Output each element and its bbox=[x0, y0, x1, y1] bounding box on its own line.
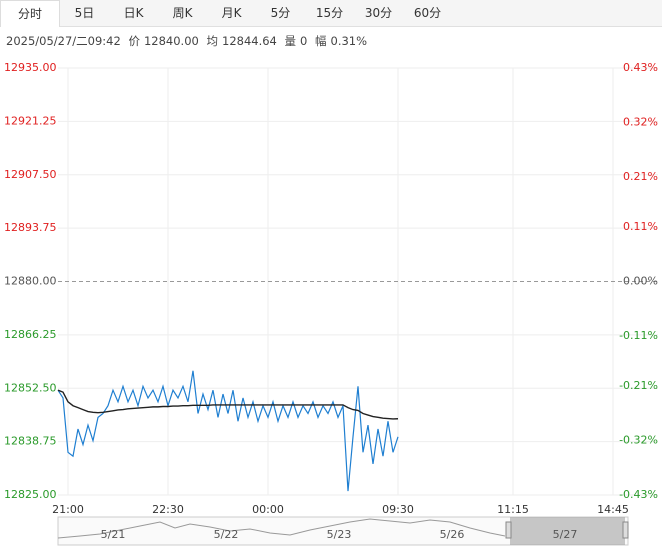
navigator-label: 5/27 bbox=[553, 528, 578, 541]
y-tick-label: 12825.00 bbox=[4, 488, 57, 501]
datetime: 2025/05/27/二09:42 bbox=[6, 34, 121, 48]
x-tick-label: 14:45 bbox=[597, 503, 629, 516]
brush-handle[interactable] bbox=[622, 521, 629, 539]
y2-tick-label: -0.32% bbox=[619, 433, 658, 446]
y2-tick-label: 0.43% bbox=[623, 61, 658, 74]
y-tick-label: 12866.25 bbox=[4, 328, 57, 341]
vol-label: 量 bbox=[284, 34, 297, 48]
y2-tick-label: 0.11% bbox=[623, 220, 658, 233]
navigator-brush[interactable] bbox=[510, 517, 625, 545]
tab[interactable]: 分时 bbox=[0, 0, 60, 27]
vol: 0 bbox=[300, 34, 308, 48]
y-tick-label: 12921.25 bbox=[4, 114, 57, 127]
y-tick-label: 12935.00 bbox=[4, 61, 57, 74]
tab[interactable]: 5日 bbox=[74, 6, 95, 20]
x-tick-label: 09:30 bbox=[382, 503, 414, 516]
x-tick-label: 21:00 bbox=[52, 503, 84, 516]
y2-tick-label: -0.21% bbox=[619, 379, 658, 392]
tab[interactable]: 周K bbox=[172, 6, 193, 20]
navigator-line bbox=[57, 518, 506, 539]
y-tick-label: 12852.50 bbox=[4, 381, 57, 394]
tab[interactable]: 15分 bbox=[315, 6, 344, 20]
tab[interactable]: 60分 bbox=[413, 6, 442, 20]
amp-label: 幅 bbox=[315, 34, 327, 48]
series-line bbox=[57, 370, 399, 492]
x-tick-label: 00:00 bbox=[252, 503, 284, 516]
y-tick-label: 12838.75 bbox=[4, 435, 57, 448]
x-tick-label: 22:30 bbox=[152, 503, 184, 516]
brush-handle[interactable] bbox=[505, 521, 512, 539]
y-tick-label: 12880.00 bbox=[4, 275, 57, 288]
y-tick-label: 12893.75 bbox=[4, 221, 57, 234]
navigator-label: 5/26 bbox=[440, 528, 465, 541]
y-tick-label: 12907.50 bbox=[4, 168, 57, 181]
price-label: 价 bbox=[128, 34, 140, 48]
navigator-label: 5/21 bbox=[101, 528, 126, 541]
avg-label: 均 bbox=[206, 34, 219, 48]
tab[interactable]: 30分 bbox=[364, 6, 393, 20]
tab-bar: 分时 5日 日K 周K 月K 5分 15分 30分 60分 bbox=[0, 0, 662, 27]
tab[interactable]: 月K bbox=[221, 6, 242, 20]
y2-tick-label: 0.32% bbox=[623, 116, 658, 129]
navigator-label: 5/23 bbox=[327, 528, 352, 541]
y2-tick-label: 0.21% bbox=[623, 170, 658, 183]
amp: 0.31% bbox=[330, 34, 368, 48]
navigator-label: 5/22 bbox=[214, 528, 239, 541]
y2-tick-label: -0.11% bbox=[619, 329, 658, 342]
series-line bbox=[57, 389, 399, 420]
tab[interactable]: 5分 bbox=[270, 6, 291, 20]
tab[interactable]: 日K bbox=[123, 6, 144, 20]
avg: 12844.64 bbox=[222, 34, 277, 48]
y2-tick-label: 0.00% bbox=[623, 275, 658, 288]
price: 12840.00 bbox=[143, 34, 199, 48]
y2-tick-label: -0.43% bbox=[619, 488, 658, 501]
x-tick-label: 11:15 bbox=[497, 503, 529, 516]
